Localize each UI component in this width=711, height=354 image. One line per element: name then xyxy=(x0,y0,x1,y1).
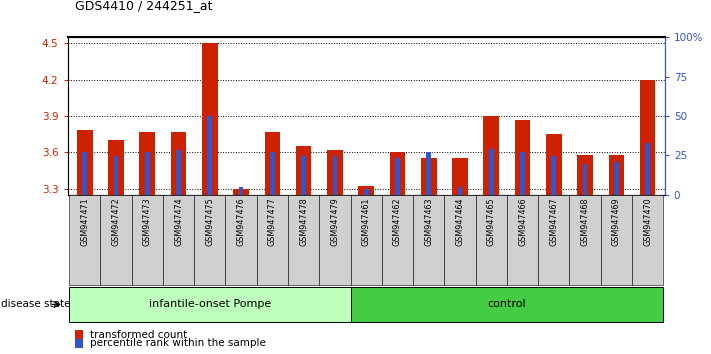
Bar xyxy=(395,158,400,195)
Bar xyxy=(77,131,92,195)
Bar xyxy=(239,187,243,195)
Text: GSM947479: GSM947479 xyxy=(331,198,339,246)
Text: GSM947464: GSM947464 xyxy=(456,198,464,246)
Text: GSM947465: GSM947465 xyxy=(487,198,496,246)
Bar xyxy=(382,195,413,285)
Bar xyxy=(327,150,343,195)
Text: GSM947477: GSM947477 xyxy=(268,198,277,246)
Bar xyxy=(139,132,155,195)
Text: control: control xyxy=(488,299,526,309)
Bar xyxy=(100,195,132,285)
Text: GDS4410 / 244251_at: GDS4410 / 244251_at xyxy=(75,0,212,12)
Bar xyxy=(444,195,476,285)
Text: GSM947471: GSM947471 xyxy=(80,198,90,246)
Bar xyxy=(413,195,444,285)
Bar xyxy=(583,164,587,195)
Text: GSM947470: GSM947470 xyxy=(643,198,652,246)
Text: infantile-onset Pompe: infantile-onset Pompe xyxy=(149,299,271,309)
Bar xyxy=(145,152,149,195)
Bar xyxy=(351,195,382,285)
Text: GSM947475: GSM947475 xyxy=(205,198,214,246)
Bar xyxy=(476,195,507,285)
Bar xyxy=(421,158,437,195)
Bar xyxy=(202,43,218,195)
Bar xyxy=(609,155,624,195)
Text: percentile rank within the sample: percentile rank within the sample xyxy=(90,338,266,348)
Bar xyxy=(288,195,319,285)
Bar xyxy=(319,195,351,285)
Text: GSM947468: GSM947468 xyxy=(581,198,589,246)
Bar xyxy=(75,330,83,339)
Text: GSM947476: GSM947476 xyxy=(237,198,245,246)
Bar xyxy=(515,120,530,195)
Bar xyxy=(390,152,405,195)
Bar xyxy=(507,195,538,285)
Bar xyxy=(225,195,257,285)
Bar xyxy=(538,195,570,285)
Bar xyxy=(632,195,663,285)
Bar xyxy=(82,152,87,195)
Bar xyxy=(483,116,499,195)
Bar xyxy=(163,195,194,285)
Text: disease state: disease state xyxy=(1,299,71,309)
Bar xyxy=(552,156,556,195)
Bar xyxy=(108,140,124,195)
Bar xyxy=(194,195,225,285)
Bar xyxy=(640,80,656,195)
Bar xyxy=(546,134,562,195)
Bar xyxy=(364,189,368,195)
Bar xyxy=(351,287,663,322)
Text: GSM947462: GSM947462 xyxy=(393,198,402,246)
Bar xyxy=(233,189,249,195)
Text: GSM947472: GSM947472 xyxy=(112,198,120,246)
Bar xyxy=(577,155,593,195)
Text: GSM947478: GSM947478 xyxy=(299,198,308,246)
Bar xyxy=(427,152,431,195)
Text: GSM947469: GSM947469 xyxy=(612,198,621,246)
Bar xyxy=(489,149,493,195)
Bar xyxy=(333,156,337,195)
Bar xyxy=(69,195,100,285)
Bar xyxy=(458,187,462,195)
Bar xyxy=(301,156,306,195)
Bar xyxy=(69,287,351,322)
Bar xyxy=(601,195,632,285)
Bar xyxy=(114,156,118,195)
Text: GSM947474: GSM947474 xyxy=(174,198,183,246)
Bar xyxy=(614,162,619,195)
Bar xyxy=(358,186,374,195)
Bar xyxy=(176,150,181,195)
Bar xyxy=(270,152,274,195)
Text: GSM947461: GSM947461 xyxy=(362,198,370,246)
Bar xyxy=(570,195,601,285)
Bar xyxy=(257,195,288,285)
Bar xyxy=(646,143,650,195)
Bar xyxy=(208,116,212,195)
Bar xyxy=(132,195,163,285)
Bar xyxy=(520,152,525,195)
Bar xyxy=(75,339,83,348)
Bar xyxy=(171,132,186,195)
Bar xyxy=(296,146,311,195)
Text: GSM947466: GSM947466 xyxy=(518,198,527,246)
Text: GSM947463: GSM947463 xyxy=(424,198,433,246)
Bar xyxy=(452,158,468,195)
Text: GSM947473: GSM947473 xyxy=(143,198,151,246)
Bar xyxy=(264,132,280,195)
Text: GSM947467: GSM947467 xyxy=(550,198,558,246)
Text: transformed count: transformed count xyxy=(90,330,188,339)
